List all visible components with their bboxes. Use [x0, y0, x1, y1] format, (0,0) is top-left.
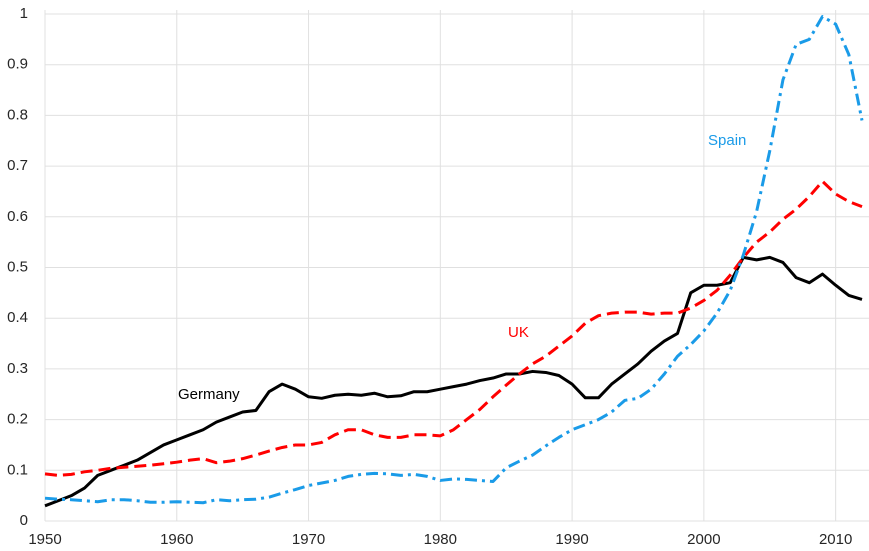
series-label: UK [508, 324, 529, 341]
y-tick-label: 1 [20, 5, 28, 22]
x-tick-label: 1980 [424, 531, 457, 548]
x-tick-label: 2000 [687, 531, 720, 548]
x-tick-label: 1990 [555, 531, 588, 548]
x-tick-label: 1960 [160, 531, 193, 548]
y-tick-label: 0.2 [7, 411, 28, 428]
y-tick-label: 0.8 [7, 106, 28, 123]
series-line [44, 15, 864, 505]
series-line [44, 179, 863, 477]
y-tick-label: 0.3 [7, 360, 28, 377]
x-tick-label: 1950 [28, 531, 61, 548]
series-label: Germany [178, 386, 240, 403]
series-label: Spain [708, 132, 746, 149]
y-tick-label: 0.9 [7, 56, 28, 73]
y-tick-label: 0 [20, 512, 28, 529]
y-tick-label: 0.6 [7, 208, 28, 225]
x-tick-label: 1970 [292, 531, 325, 548]
series-line [44, 255, 863, 508]
y-tick-label: 0.5 [7, 258, 28, 275]
y-tick-label: 0.7 [7, 157, 28, 174]
x-tick-label: 2010 [819, 531, 852, 548]
y-tick-label: 0.4 [7, 309, 28, 326]
y-tick-label: 0.1 [7, 461, 28, 478]
